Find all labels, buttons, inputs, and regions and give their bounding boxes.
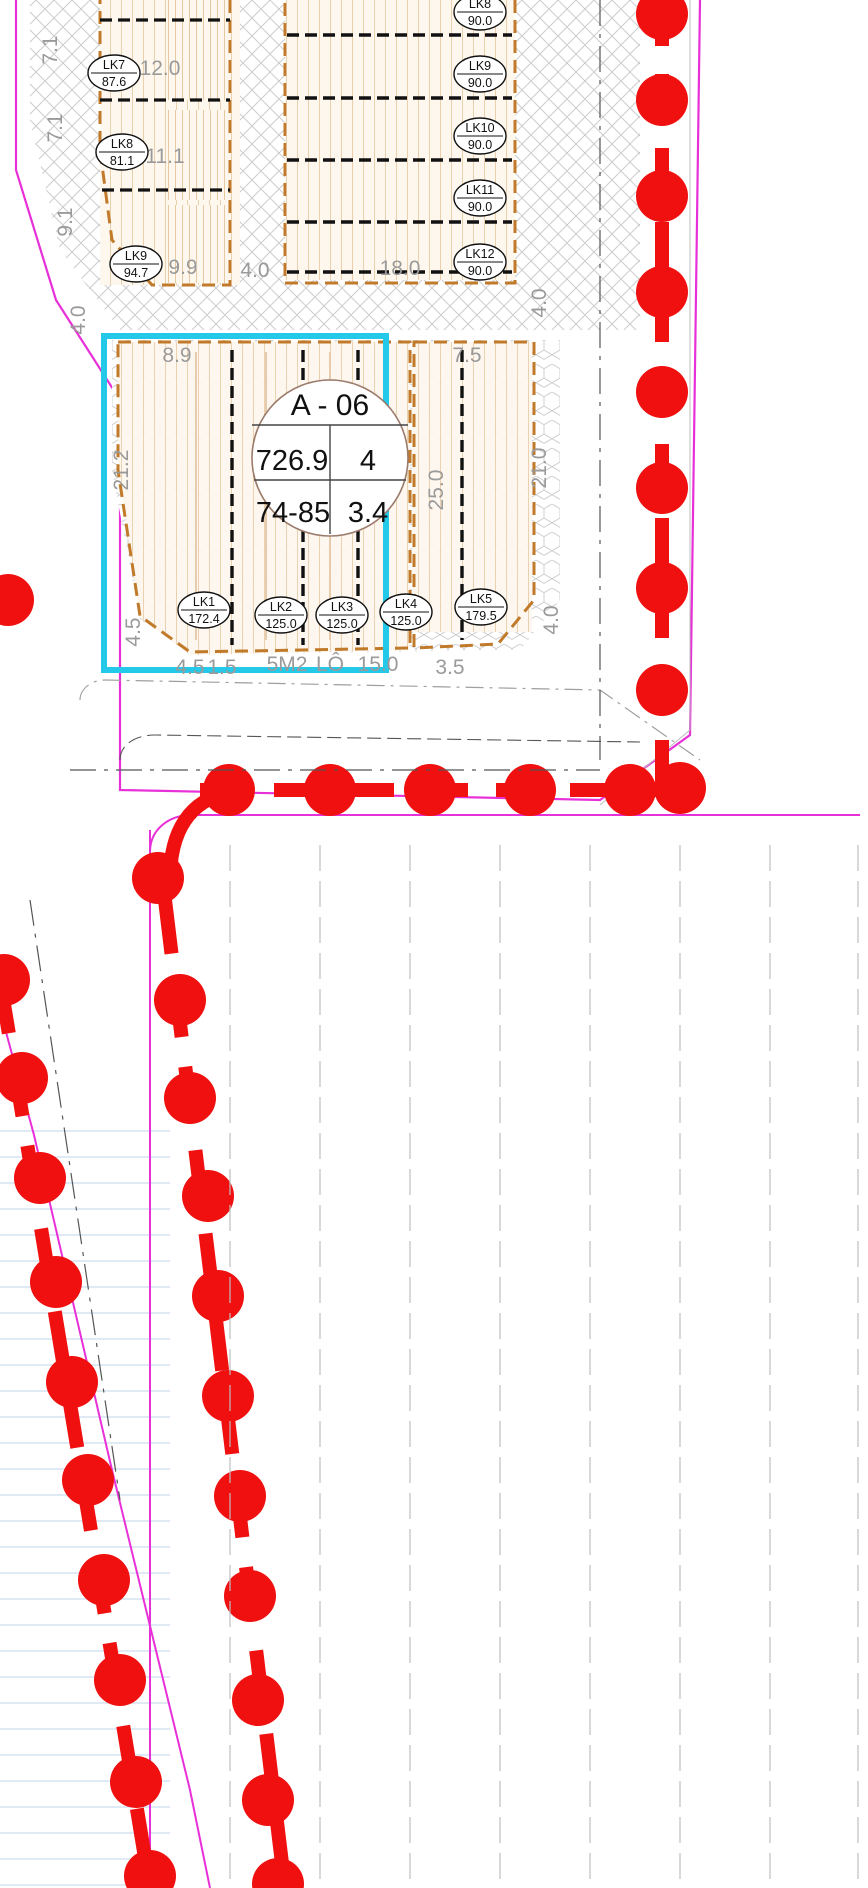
dimension-label: 1.5	[207, 656, 236, 679]
callout-range: 74-85	[256, 497, 330, 529]
dimension-labels: 7.1 7.1 9.1 4.0 12.0 11.1 9.9 4.0 18.0 4.0 8.9 7.5 2…	[39, 35, 563, 679]
parcel-tag-name: LK10	[465, 121, 494, 135]
parcel-tag[interactable]: LK10 90.0	[453, 117, 507, 155]
callout-bubble[interactable]: A - 06 726.9 4 74-85 3.4	[251, 379, 409, 537]
red-road-left	[0, 574, 176, 1888]
dimension-label: 7.5	[452, 344, 481, 367]
parcel-tag-value: 90.0	[468, 14, 492, 28]
parcel-tag-name: LK8	[469, 0, 491, 11]
dimension-label: 8.9	[162, 344, 191, 367]
callout-id: A - 06	[291, 389, 369, 422]
parcel-tag-value: 87.6	[102, 75, 126, 89]
parcel-tag-value: 125.0	[265, 617, 296, 631]
dimension-label: 21.2	[110, 450, 133, 491]
red-road-horizontal	[200, 764, 690, 816]
parcel-tag-value: 94.7	[124, 266, 148, 280]
parcel-tag-name: LK3	[331, 600, 353, 614]
dimension-label: 11.1	[145, 145, 184, 168]
dimension-label: 15.0	[358, 653, 399, 676]
dimension-label: 4.0	[240, 259, 269, 282]
dimension-label: 4.0	[67, 305, 90, 334]
parcel-tag-value: 90.0	[468, 76, 492, 90]
callout-count: 4	[360, 445, 376, 477]
parcel-tag-value: 90.0	[468, 264, 492, 278]
red-road-right	[636, 0, 706, 814]
parcel-tag[interactable]: LK5 179.5	[454, 588, 508, 626]
parcel-tag[interactable]: LK9 94.7	[109, 245, 163, 283]
parcel-tag-name: LK9	[125, 249, 147, 263]
red-road-curve	[132, 785, 304, 1888]
parcel-tag[interactable]: LK3 125.0	[315, 596, 369, 634]
parcel-tag-name: LK9	[469, 59, 491, 73]
dimension-label: 4.0	[528, 288, 551, 317]
parcel-tag-name: LK5	[470, 592, 492, 606]
parcel-tag-value: 125.0	[390, 614, 421, 628]
parcel-tag[interactable]: LK8 81.1	[95, 133, 149, 171]
dimension-label: 9.1	[54, 207, 77, 236]
parcel-tag-name: LK12	[465, 247, 494, 261]
centerline-dashdot	[29, 0, 601, 1501]
dimension-label: 4.5	[175, 656, 204, 679]
parcel-tag-name: LK11	[466, 183, 494, 197]
parcel-tags: LK7 87.6 LK8 81.1 LK9 94.7 LK8 90.0 LK9 90.0 LK10 9…	[87, 0, 508, 634]
parcel-tag[interactable]: LK4 125.0	[379, 593, 433, 631]
parcel-tag[interactable]: LK1 172.4	[177, 591, 231, 629]
parcel-tag[interactable]: LK12 90.0	[453, 243, 507, 281]
parcel-block-top-left	[98, 0, 240, 287]
parcel-tag-value: 172.4	[188, 612, 219, 626]
lower-field-grid	[229, 845, 859, 1888]
parcel-tag-value: 81.1	[110, 154, 134, 168]
parcel-tag-name: LK8	[111, 137, 133, 151]
dimension-label: 12.0	[140, 57, 181, 80]
parcel-tag[interactable]: LK8 90.0	[453, 0, 507, 31]
dimension-label: 21.0	[528, 448, 551, 489]
dimension-label: LÔ	[316, 653, 344, 676]
dimension-label: 25.0	[425, 470, 448, 511]
callout-area: 726.9	[256, 445, 329, 477]
parcel-tag-value: 90.0	[468, 138, 492, 152]
parcel-tag-value: 125.0	[326, 617, 357, 631]
parcel-tag[interactable]: LK7 87.6	[87, 54, 141, 92]
callout-ratio: 3.4	[348, 497, 388, 529]
dimension-label: 4.5	[122, 617, 145, 646]
dimension-label: 5M2	[267, 653, 308, 676]
dimension-label: 9.9	[168, 256, 197, 279]
parcel-tag-name: LK2	[270, 600, 292, 614]
boundary-line-magenta	[14, 0, 702, 802]
parcel-tag-value: 90.0	[468, 200, 492, 214]
dimension-label: 7.1	[44, 113, 67, 142]
parcel-tag-name: LK1	[193, 595, 215, 609]
dimension-label: 3.5	[435, 656, 464, 679]
dimension-label: 7.1	[39, 35, 62, 64]
parcel-tag-value: 179.5	[465, 609, 496, 623]
parcel-tag-name: LK4	[395, 597, 417, 611]
parcel-tag[interactable]: LK11 90.0	[453, 179, 507, 217]
dimension-label: 18.0	[380, 257, 421, 280]
parcel-tag[interactable]: LK2 125.0	[254, 596, 308, 634]
parcel-tag[interactable]: LK9 90.0	[453, 55, 507, 93]
dimension-label: 4.0	[540, 605, 563, 634]
parcel-tag-name: LK7	[103, 58, 125, 72]
